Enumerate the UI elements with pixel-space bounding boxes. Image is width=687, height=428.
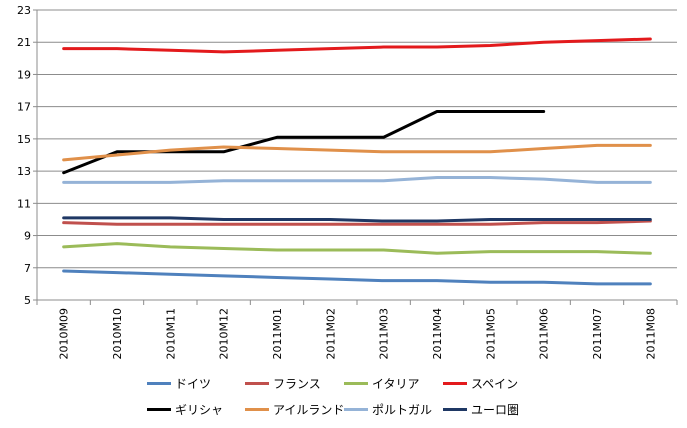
legend-item: スペイン [443,375,518,392]
legend-swatch [443,382,467,385]
legend-swatch [147,408,171,411]
legend-item: フランス [245,375,321,392]
x-tick-label: 2010M10 [111,308,124,359]
legend-label: ユーロ圏 [471,403,520,417]
y-tick-label: 13 [17,165,31,178]
x-tick-label: 2010M11 [164,308,177,359]
legend-label: スペイン [471,377,519,391]
legend-swatch [245,382,269,385]
legend-label: フランス [273,377,321,391]
x-tick-label: 2011M04 [431,308,444,359]
series-line-6 [62,176,652,184]
legend-label: ドイツ [175,377,212,391]
legend-swatch [344,382,368,385]
legend-label: ギリシャ [175,403,224,417]
y-tick-label: 9 [24,230,31,243]
x-tick-label: 2011M06 [538,308,551,359]
legend-label: ポルトガル [372,403,433,417]
series-line-1 [62,219,652,226]
series-line-3 [62,37,652,54]
y-tick-label: 7 [24,262,31,275]
legend-swatch [443,408,467,411]
x-tick-label: 2010M12 [218,308,231,359]
y-tick-label: 11 [17,197,31,210]
series-line-4 [62,110,546,175]
legend-swatch [344,408,368,411]
legend-swatch [147,382,171,385]
x-tick-label: 2011M02 [324,308,337,359]
gridlines [37,9,677,301]
axes [33,9,678,305]
x-tick-label: 2010M09 [58,308,71,359]
series-lines [62,37,652,286]
legend-item: イタリア [344,375,420,392]
legend-item: ポルトガル [344,401,432,418]
y-tick-label: 5 [24,294,31,307]
legend-swatch [245,408,269,411]
series-line-2 [62,242,652,255]
legend-label: アイルランド [273,403,345,417]
x-tick-label: 2011M08 [644,308,657,359]
y-tick-label: 15 [17,133,31,146]
y-tick-label: 23 [17,4,31,17]
y-tick-label: 17 [17,101,31,114]
x-tick-label: 2011M01 [271,308,284,359]
series-line-7 [62,216,652,223]
series-line-5 [62,143,652,162]
y-tick-label: 21 [17,36,31,49]
x-tick-label: 2011M03 [378,308,391,359]
x-tick-label: 2011M07 [591,308,604,359]
y-tick-label: 19 [17,68,31,81]
legend-item: ユーロ圏 [443,401,519,418]
legend-item: ドイツ [147,375,211,392]
series-line-0 [62,269,652,286]
legend-item: アイルランド [245,401,344,418]
legend-item: ギリシャ [147,401,223,418]
x-tick-labels: 2010M09 2010M10 2010M11 2010M12 2011M01 2011M… [58,308,658,359]
x-tick-label: 2011M05 [484,308,497,359]
y-tick-labels: 5 7 9 11 13 15 17 19 21 23 [17,4,31,307]
legend-label: イタリア [372,377,420,391]
